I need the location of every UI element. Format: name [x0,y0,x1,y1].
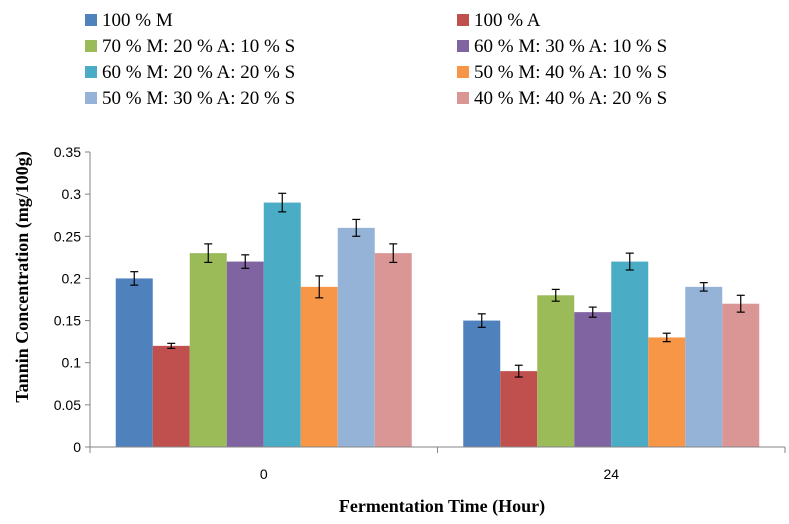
legend: 100 % M 100 % A 70 % M: 20 % A: 10 % S 60 %… [85,10,667,109]
y-tick-label: 0.3 [62,186,82,202]
bar [685,286,723,447]
y-tick-label: 0.2 [62,270,82,286]
legend-label: 60 % M: 20 % A: 20 % S [102,62,295,83]
y-axis-title: Tannin Concentration (mg/100g) [12,151,33,402]
bar [300,286,338,447]
y-tick-label: 0.15 [54,313,81,329]
legend-swatch [457,66,469,78]
bar [189,253,227,447]
bar [115,278,153,447]
x-tick-label: 24 [603,466,619,482]
bar [722,303,760,447]
bar [263,202,301,447]
y-tick-label: 0 [73,439,81,455]
legend-swatch [85,66,97,78]
bar [152,345,190,447]
axes: 0 0.05 0.1 0.15 0.2 0.25 0.3 0.35 0 24 [54,144,786,482]
legend-swatch [85,14,97,26]
y-tick-label: 0.1 [62,355,82,371]
bar [537,295,575,447]
legend-label: 40 % M: 40 % A: 20 % S [474,88,667,109]
bars [115,192,760,447]
y-tick-label: 0.25 [54,228,81,244]
x-tick-label: 0 [260,466,268,482]
bar [337,227,375,447]
bar [226,261,264,447]
legend-label: 50 % M: 40 % A: 10 % S [474,62,667,83]
bar [648,337,686,447]
legend-swatch [85,92,97,104]
legend-swatch [457,92,469,104]
legend-swatch [85,40,97,52]
bar [574,312,612,447]
bar [374,253,412,447]
legend-label: 50 % M: 30 % A: 20 % S [102,88,295,109]
legend-label: 70 % M: 20 % A: 10 % S [102,36,295,57]
legend-swatch [457,40,469,52]
y-tick-label: 0.35 [54,144,81,160]
bar [611,261,649,447]
y-tick-label: 0.05 [54,397,81,413]
legend-label: 100 % A [474,10,541,31]
bar [500,371,538,447]
legend-label: 100 % M [102,10,173,31]
x-axis-title: Fermentation Time (Hour) [339,496,545,517]
bar [463,320,501,447]
legend-label: 60 % M: 30 % A: 10 % S [474,36,667,57]
legend-swatch [457,14,469,26]
